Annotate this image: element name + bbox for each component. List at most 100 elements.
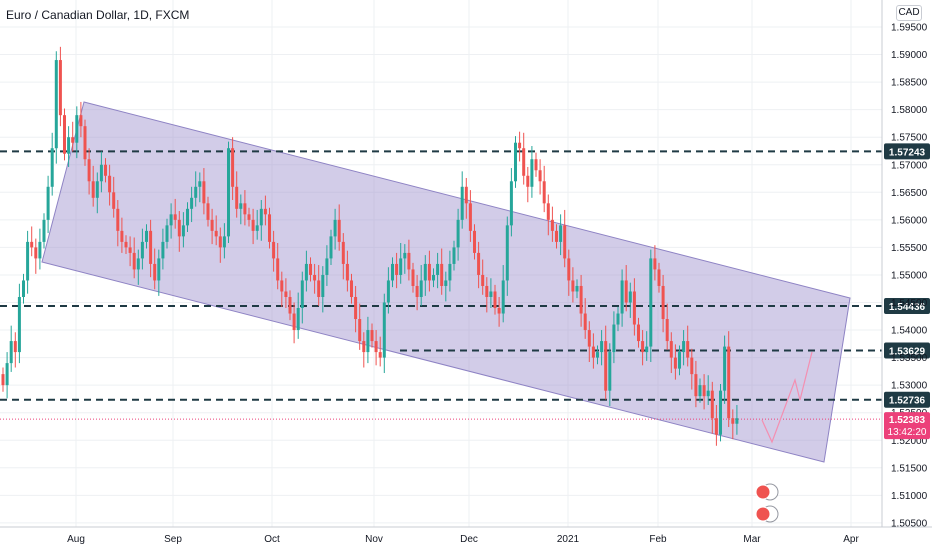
candle-body xyxy=(198,181,202,187)
candle-body xyxy=(653,258,657,270)
flag-icon xyxy=(755,484,771,500)
x-tick-label: Nov xyxy=(365,534,383,545)
candle-body xyxy=(571,280,575,292)
symbol-title[interactable]: Euro / Canadian Dollar, 1D, FXCM xyxy=(6,8,190,22)
candle-body xyxy=(5,363,9,386)
candle-body xyxy=(657,269,661,286)
candle-body xyxy=(329,236,333,259)
candle-body xyxy=(714,418,718,435)
candle-body xyxy=(485,285,489,297)
event-icons[interactable] xyxy=(755,483,779,523)
candle-body xyxy=(682,341,686,353)
candle-body xyxy=(104,164,107,176)
candle-body xyxy=(251,219,255,231)
x-tick-label: Oct xyxy=(264,534,280,545)
candle-body xyxy=(210,219,214,231)
candle-body xyxy=(542,181,546,204)
time-axis[interactable]: Aug Sep Oct Nov Dec 2021 Feb Mar Apr xyxy=(0,526,932,545)
candle-body xyxy=(325,258,329,275)
candle-body xyxy=(616,313,620,325)
candle-body xyxy=(99,164,103,182)
candle-body xyxy=(460,186,464,220)
y-tick-label: 1.58500 xyxy=(891,78,928,89)
candle-body xyxy=(497,308,501,314)
candle-body xyxy=(690,357,694,375)
candles[interactable] xyxy=(1,46,739,446)
candle-body xyxy=(727,346,731,419)
candle-body xyxy=(501,280,505,314)
candle-body xyxy=(136,258,140,270)
candle-body xyxy=(407,252,411,270)
candle-body xyxy=(448,263,452,281)
candle-body xyxy=(391,263,394,281)
candle-body xyxy=(292,313,296,331)
candle-body xyxy=(280,280,284,292)
candle-body xyxy=(382,302,386,358)
candle-body xyxy=(50,148,54,187)
candle-body xyxy=(321,274,325,297)
y-tick-label: 1.52000 xyxy=(891,436,928,447)
candle-body xyxy=(116,208,120,231)
candle-body xyxy=(427,263,431,281)
candle-body xyxy=(333,219,337,237)
y-tick-label: 1.55000 xyxy=(891,270,928,281)
candle-body xyxy=(555,230,558,242)
horizontal-levels[interactable]: 1.57243 1.54436 1.53629 1.52736 xyxy=(0,143,930,408)
candle-body xyxy=(534,159,538,171)
candle-body xyxy=(694,374,698,397)
last-price-label: 1.52383 xyxy=(889,415,926,426)
candle-body xyxy=(13,341,17,353)
candle-body xyxy=(370,330,374,342)
candle-body xyxy=(22,280,25,297)
candle-body xyxy=(608,352,612,391)
candle-body xyxy=(518,142,522,149)
candle-body xyxy=(243,203,247,215)
y-tick-label: 1.53000 xyxy=(891,381,928,392)
y-tick-label: 1.56000 xyxy=(891,215,928,226)
gridlines xyxy=(0,0,882,527)
y-tick-label: 1.51000 xyxy=(891,491,928,502)
y-tick-label: 1.59000 xyxy=(891,50,928,61)
candle-body xyxy=(132,252,136,270)
level-tag xyxy=(884,143,930,160)
candle-body xyxy=(358,319,362,342)
candle-body xyxy=(235,186,239,209)
price-axis[interactable]: 1.59500 1.59000 1.58500 1.58000 1.57500 1.570… xyxy=(881,0,930,529)
candle-body xyxy=(108,175,112,193)
candle-body xyxy=(206,203,210,220)
candle-body xyxy=(284,291,288,297)
candle-body xyxy=(345,263,349,281)
candle-body xyxy=(272,241,276,259)
candle-body xyxy=(612,324,616,353)
candle-body xyxy=(514,142,517,182)
candle-body xyxy=(75,115,79,143)
candle-body xyxy=(120,230,124,242)
candle-body xyxy=(124,241,128,248)
currency-badge[interactable]: CAD xyxy=(896,5,922,21)
y-tick-label: 1.53500 xyxy=(891,353,928,364)
candle-body xyxy=(436,263,440,275)
candle-body xyxy=(1,374,5,386)
candle-body xyxy=(173,214,177,220)
candle-body xyxy=(63,115,66,154)
y-tick-label: 1.56500 xyxy=(891,188,928,199)
y-tick-label: 1.57500 xyxy=(891,133,928,144)
candle-body xyxy=(673,357,677,369)
candle-body xyxy=(481,274,485,286)
candle-body xyxy=(386,280,390,303)
candle-body xyxy=(83,126,87,160)
y-tick-label: 1.55500 xyxy=(891,243,928,254)
candle-body xyxy=(575,285,579,292)
x-tick-label: Sep xyxy=(164,534,182,545)
candle-body xyxy=(735,418,739,424)
candle-body xyxy=(423,263,427,281)
candle-body xyxy=(489,291,493,297)
candle-body xyxy=(165,225,169,242)
candle-body xyxy=(624,280,628,303)
candle-body xyxy=(632,291,636,325)
candle-body xyxy=(378,352,382,358)
y-tick-label: 1.58000 xyxy=(891,105,928,116)
candle-body xyxy=(403,252,407,259)
candle-body xyxy=(190,197,194,209)
